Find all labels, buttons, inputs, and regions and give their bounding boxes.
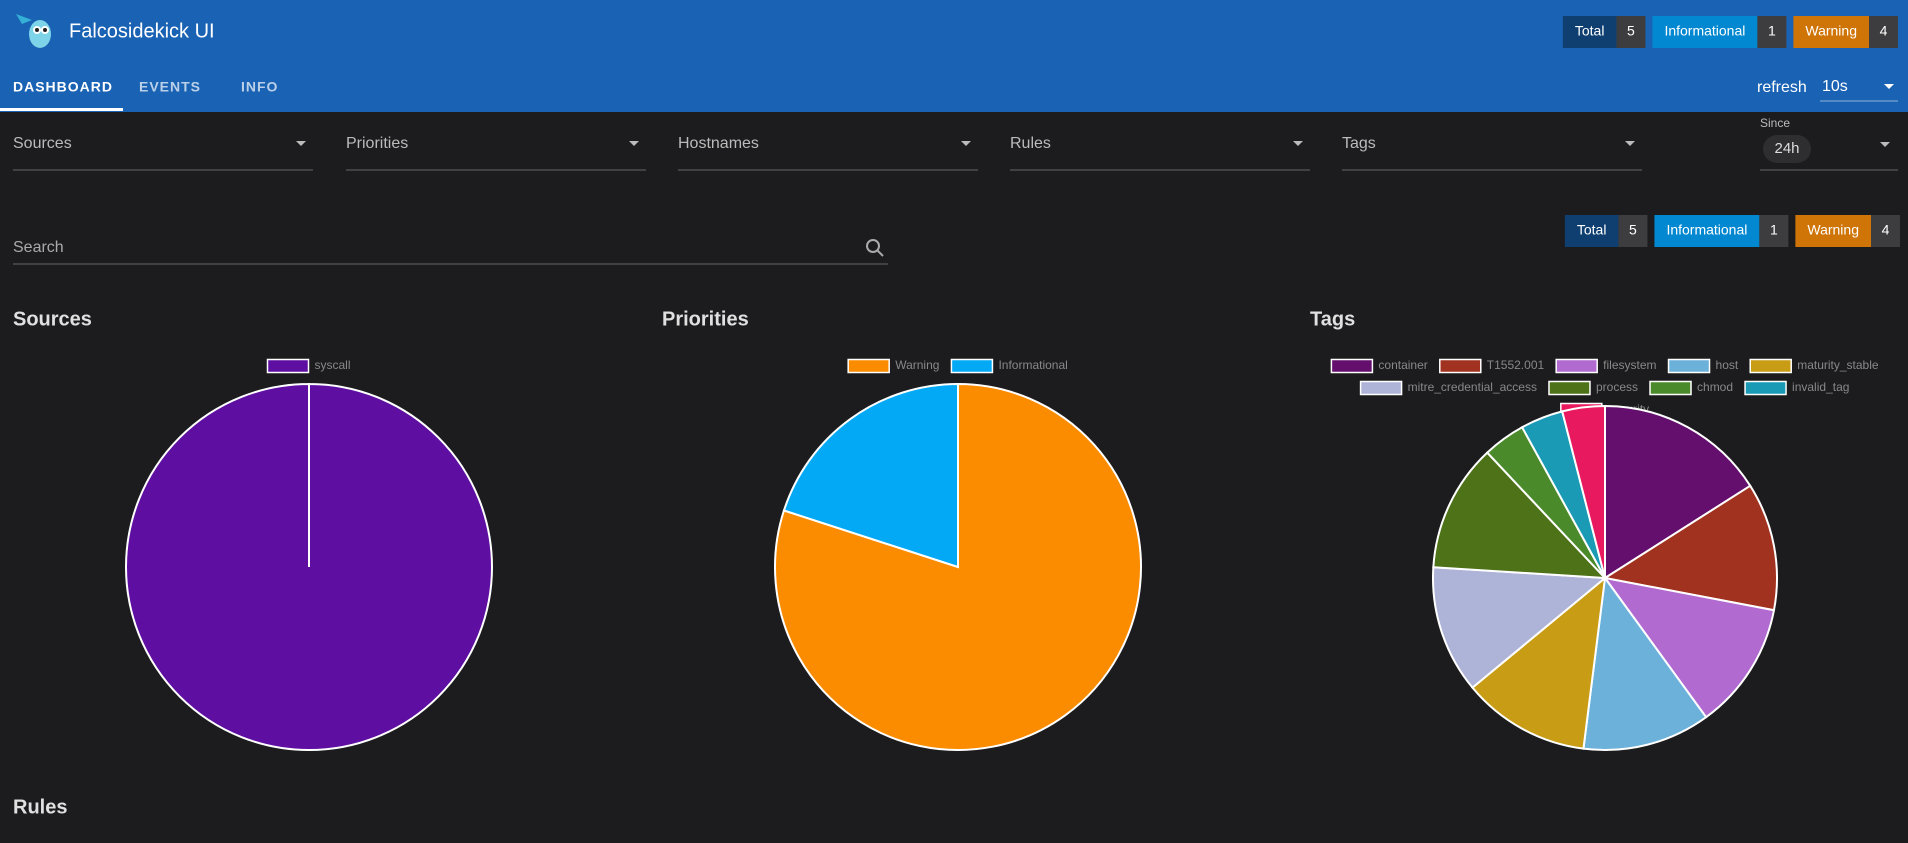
legend-label: invalid_tag [1792, 380, 1849, 394]
chart-title: Priorities [662, 308, 749, 330]
pie-slice[interactable] [782, 382, 959, 569]
dropdown-arrow[interactable] [1293, 141, 1303, 146]
chart-title: Tags [1310, 308, 1355, 330]
dropdown-arrow[interactable] [1625, 141, 1635, 146]
legend-label: maturity_stable [1797, 358, 1879, 372]
badge-label: Warning [1807, 222, 1859, 238]
pie-slice[interactable] [125, 382, 493, 752]
dropdown-arrow[interactable] [1880, 142, 1890, 147]
legend-label: container [1378, 358, 1427, 372]
legend-label: filesystem [1603, 358, 1656, 372]
legend-swatch [950, 358, 994, 374]
pie-slice[interactable] [1604, 404, 1752, 580]
pie-slice[interactable] [1602, 484, 1778, 612]
badge-count: 1 [1768, 23, 1776, 39]
legend-swatch [1667, 358, 1711, 374]
badge-label: Informational [1664, 23, 1745, 39]
badge-count: 4 [1882, 222, 1890, 238]
legend-swatch [1744, 380, 1787, 396]
legend-swatch [1330, 358, 1374, 374]
badge-count: 5 [1629, 222, 1637, 238]
since-value[interactable]: 24h [1774, 140, 1799, 157]
legend-swatch [847, 358, 890, 374]
nav-tab[interactable]: EVENTS [139, 79, 201, 95]
pie-slice[interactable] [1432, 451, 1608, 580]
badge [1564, 215, 1619, 247]
filter-select[interactable]: Priorities [346, 135, 408, 152]
badge [1793, 16, 1869, 48]
active-tab-indicator [0, 108, 123, 111]
badge-label: Total [1575, 23, 1605, 39]
badge [1652, 16, 1758, 48]
legend-label: process [1596, 380, 1638, 394]
app-title: Falcosidekick UI [69, 20, 215, 42]
search-icon[interactable] [866, 239, 884, 257]
badge-count-box [1759, 215, 1789, 247]
since-chip[interactable] [1763, 135, 1811, 163]
badge-count: 5 [1627, 23, 1635, 39]
legend-swatch [1749, 358, 1792, 374]
badge-count-box [1757, 16, 1787, 48]
legend-label: Warning [895, 358, 939, 372]
dropdown-arrow[interactable] [629, 141, 639, 146]
badge-count-box [1618, 215, 1648, 247]
legend-label: syscall [314, 358, 350, 372]
badge [1795, 215, 1871, 247]
filter-select[interactable]: Rules [1010, 135, 1051, 152]
dropdown-arrow[interactable] [296, 141, 306, 146]
nav-tab[interactable]: INFO [241, 79, 278, 95]
badge [1654, 215, 1760, 247]
legend-label: host [1716, 358, 1739, 372]
badge [1562, 16, 1617, 48]
legend-label: chmod [1697, 380, 1733, 394]
section-title: Rules [13, 796, 67, 818]
since-label: Since [1760, 116, 1790, 130]
filter-select[interactable]: Sources [13, 135, 72, 152]
legend-swatch [1649, 380, 1692, 396]
pie-slice[interactable] [1432, 566, 1608, 690]
pie-slice[interactable] [1602, 576, 1776, 719]
legend-swatch [1548, 380, 1591, 396]
filter-select[interactable]: Tags [1342, 135, 1376, 152]
badge-label: Warning [1805, 23, 1857, 39]
nav-tab[interactable]: DASHBOARD [13, 79, 113, 95]
badge-count: 1 [1770, 222, 1778, 238]
chart-title: Sources [13, 308, 92, 330]
badge-count-box [1616, 16, 1646, 48]
legend-label: T1552.001 [1487, 358, 1545, 372]
badge-count-box [1869, 16, 1898, 48]
badge-label: Total [1577, 222, 1607, 238]
legend-swatch [1439, 358, 1482, 374]
refresh-label: refresh [1757, 79, 1807, 96]
legend-swatch [266, 358, 310, 374]
refresh-select[interactable]: 10s [1822, 78, 1848, 95]
dropdown-arrow[interactable] [961, 141, 971, 146]
pie-slice[interactable] [1471, 575, 1607, 750]
logo [16, 14, 51, 48]
badge-count-box [1871, 215, 1900, 247]
legend-swatch [1359, 380, 1403, 396]
search-input[interactable]: Search [13, 239, 64, 256]
filter-select[interactable]: Hostnames [678, 135, 759, 152]
legend-label: Informational [998, 358, 1067, 372]
pie-slice[interactable] [1561, 404, 1606, 579]
badge-label: Informational [1666, 222, 1747, 238]
legend-label: mitre_credential_access [1408, 380, 1537, 394]
dropdown-arrow[interactable] [1884, 84, 1894, 89]
legend-swatch [1555, 358, 1598, 374]
pie-slice[interactable] [1582, 575, 1708, 752]
badge-count: 4 [1880, 23, 1888, 39]
pie-slice[interactable] [774, 382, 1142, 751]
